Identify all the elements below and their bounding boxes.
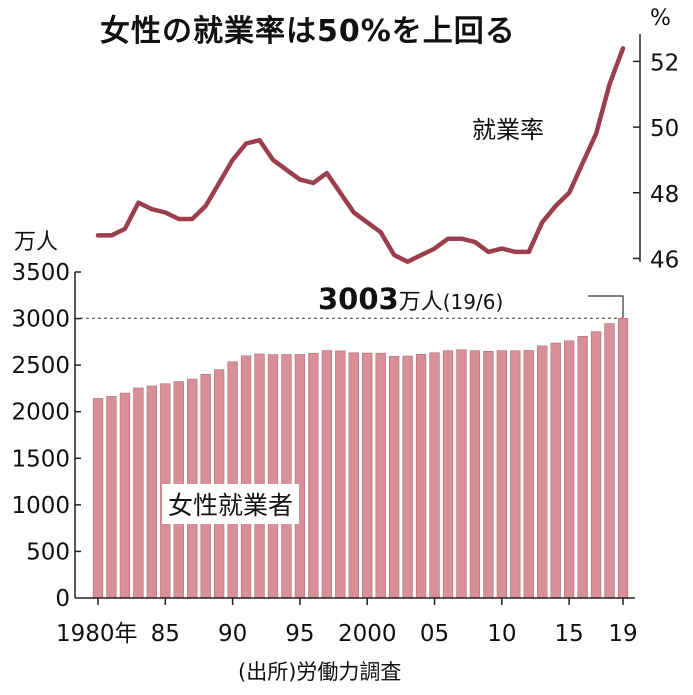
bar — [281, 354, 292, 599]
bar — [133, 387, 144, 599]
bar — [496, 350, 507, 599]
bar — [227, 361, 238, 599]
bar — [550, 342, 561, 599]
bar — [362, 352, 373, 599]
line-layer — [95, 46, 626, 264]
line-y-tick-label: 50 — [650, 116, 679, 142]
chart-title: 女性の就業率は50%を上回る — [100, 14, 516, 49]
bar — [294, 354, 306, 599]
bar-unit-label: 万人 — [14, 230, 59, 255]
bar-y-tick-label: 1500 — [11, 446, 70, 472]
annotation-value: 3003 — [318, 282, 399, 316]
x-tick-label: 1980年 — [56, 621, 138, 647]
bar-y-tick-label: 0 — [55, 586, 70, 612]
x-tick-label: 90 — [218, 621, 247, 647]
bar — [308, 353, 319, 599]
line-y-tick-label: 46 — [650, 247, 679, 273]
bar-y-tick-label: 500 — [26, 539, 70, 565]
bar — [389, 356, 400, 599]
bar-y-tick-label: 1000 — [11, 493, 70, 519]
bar — [106, 396, 117, 599]
bar — [604, 323, 615, 599]
bar — [483, 350, 494, 599]
x-tick-label: 05 — [420, 621, 449, 647]
bar — [267, 354, 279, 599]
bar — [456, 349, 467, 599]
latest-value-annotation: 3003万人(19/6) — [318, 282, 503, 316]
annotation-unit: 万人 — [398, 290, 443, 315]
bar — [537, 345, 548, 599]
x-tick-label: 15 — [555, 621, 584, 647]
bar — [119, 392, 131, 599]
bar — [469, 350, 481, 599]
bar — [617, 317, 629, 599]
x-tick-label: 85 — [151, 621, 180, 647]
bar — [402, 355, 413, 599]
bar-y-tick-label: 3000 — [11, 307, 70, 333]
line-series-label: 就業率 — [472, 116, 544, 144]
bar — [429, 352, 440, 599]
grid-layer — [80, 295, 624, 319]
x-tick-label: 10 — [487, 621, 516, 647]
bar — [442, 350, 454, 599]
x-tick-label: 2000 — [338, 621, 397, 647]
bar — [375, 352, 386, 599]
bar — [146, 385, 157, 599]
bar — [590, 331, 602, 599]
source-note: (出所)労働力調査 — [238, 660, 402, 684]
bar-y-tick-label: 2500 — [11, 353, 70, 379]
x-tick-label: 95 — [285, 621, 314, 647]
bar-y-tick-label: 2000 — [11, 400, 70, 426]
bar — [254, 353, 265, 599]
bar — [510, 350, 521, 599]
bar — [577, 335, 588, 599]
line-unit-label: % — [650, 6, 671, 31]
bar — [564, 340, 575, 599]
bar — [523, 350, 534, 599]
annotation-period: (19/6) — [442, 290, 504, 314]
annotation-leader — [588, 295, 624, 319]
bar-y-tick-label: 3500 — [11, 260, 70, 286]
bar — [240, 355, 252, 599]
bar — [321, 350, 332, 599]
bar — [335, 350, 346, 599]
line-y-tick-label: 52 — [650, 50, 679, 76]
bars-layer — [92, 317, 629, 599]
bar-series-label: 女性就業者 — [162, 484, 300, 524]
bar — [415, 354, 427, 599]
bar — [348, 352, 359, 599]
axis-layer: 0 500 1000 1500 2000 2500 3000 3500 1980年 85 90 95 2… — [11, 34, 679, 647]
x-tick-label: 19 — [608, 621, 637, 647]
employment-rate-line — [95, 46, 626, 264]
bar — [92, 398, 104, 599]
line-y-tick-label: 48 — [650, 182, 679, 208]
